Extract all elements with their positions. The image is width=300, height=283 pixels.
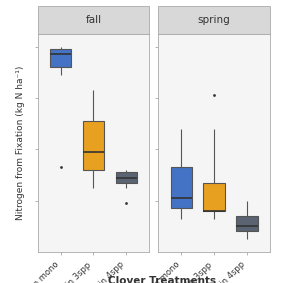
FancyBboxPatch shape bbox=[116, 172, 137, 183]
Text: Clover Treatments: Clover Treatments bbox=[108, 276, 216, 283]
FancyBboxPatch shape bbox=[83, 121, 104, 170]
Text: spring: spring bbox=[198, 15, 230, 25]
FancyBboxPatch shape bbox=[170, 167, 192, 208]
FancyBboxPatch shape bbox=[203, 183, 225, 211]
Y-axis label: Nitrogen from Fixation (kg N ha⁻¹): Nitrogen from Fixation (kg N ha⁻¹) bbox=[16, 66, 25, 220]
FancyBboxPatch shape bbox=[50, 49, 71, 67]
FancyBboxPatch shape bbox=[236, 216, 258, 231]
Text: fall: fall bbox=[85, 15, 101, 25]
FancyBboxPatch shape bbox=[38, 6, 149, 34]
FancyBboxPatch shape bbox=[158, 6, 270, 34]
